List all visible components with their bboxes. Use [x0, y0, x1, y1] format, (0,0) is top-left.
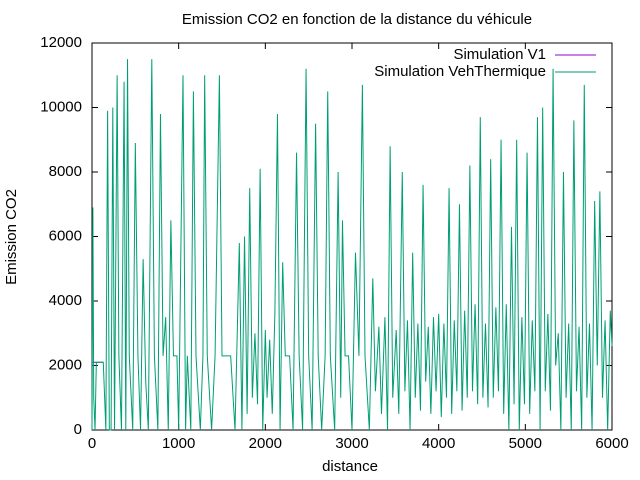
y-tick-label: 8000	[49, 163, 82, 180]
y-axis-label: Emission CO2	[3, 189, 20, 285]
x-tick-label: 4000	[422, 435, 455, 452]
x-tick-label: 0	[88, 435, 96, 452]
y-tick-label: 6000	[49, 227, 82, 244]
x-tick-label: 1000	[162, 435, 195, 452]
y-tick-label: 0	[74, 421, 82, 438]
x-tick-label: 5000	[509, 435, 542, 452]
y-tick-label: 10000	[40, 98, 82, 115]
x-axis-label: distance	[322, 458, 378, 475]
x-tick-label: 3000	[335, 435, 368, 452]
data-line	[91, 59, 613, 431]
legend-label: Simulation VehThermique	[374, 63, 546, 80]
legend-label: Simulation V1	[453, 46, 546, 63]
y-tick-label: 12000	[40, 34, 82, 51]
x-tick-label: 6000	[595, 435, 628, 452]
y-tick-label: 4000	[49, 292, 82, 309]
y-tick-label: 2000	[49, 356, 82, 373]
chart-title: Emission CO2 en fonction de la distance …	[182, 11, 532, 28]
x-tick-label: 2000	[249, 435, 282, 452]
